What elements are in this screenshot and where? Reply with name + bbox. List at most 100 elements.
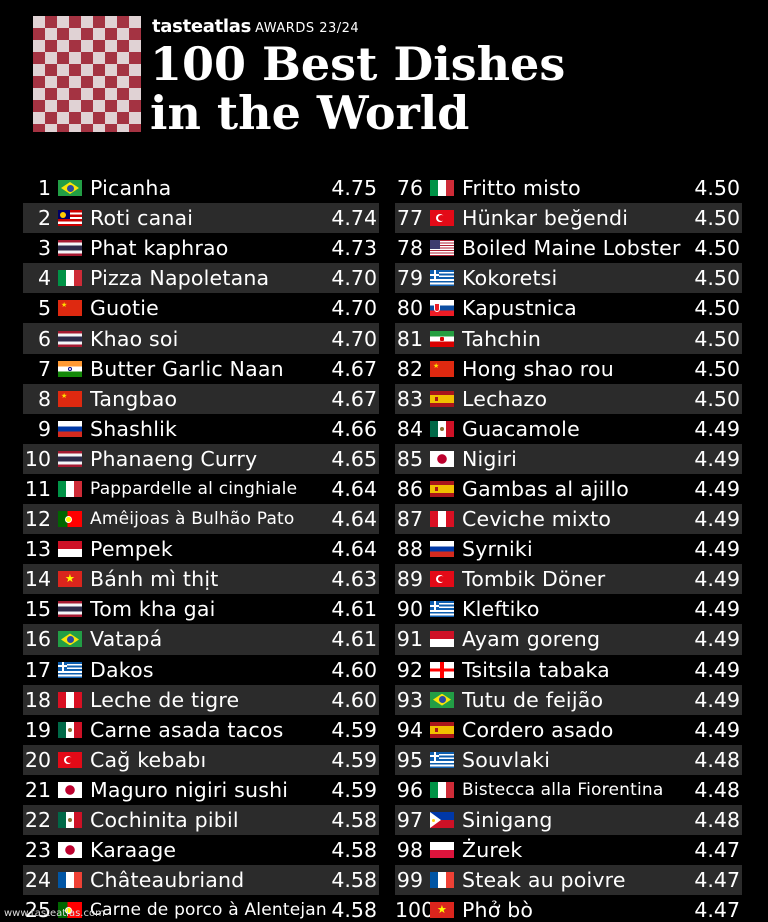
dish-rating: 4.49 [694, 507, 740, 532]
rank-number: 24 [24, 868, 51, 893]
dish-name: Tsitsila tabaka [462, 657, 610, 682]
dish-rating: 4.58 [331, 898, 377, 922]
rank-number: 94 [396, 717, 423, 742]
dish-name: Żurek [462, 838, 523, 863]
dish-name: Sinigang [462, 808, 553, 833]
rank-number: 82 [396, 356, 423, 381]
rank-number: 92 [396, 657, 423, 682]
dish-name: Cordero asado [462, 717, 614, 742]
dish-name: Maguro nigiri sushi [90, 777, 289, 802]
rank-number: 77 [396, 206, 423, 231]
rank-number: 16 [24, 627, 51, 652]
rank-number: 84 [396, 416, 423, 441]
dish-rating: 4.64 [331, 537, 377, 562]
ranking-row: 25 Carne de porco à Alentejana 4.58 [23, 895, 379, 922]
dish-rating: 4.66 [331, 416, 377, 441]
dish-rating: 4.75 [331, 176, 377, 201]
france-flag-icon [58, 872, 82, 889]
rank-number: 4 [37, 266, 51, 291]
dish-name: Syrniki [462, 537, 533, 562]
spain-flag-icon [430, 721, 454, 738]
dish-name: Pizza Napoletana [90, 266, 270, 291]
dish-name: Guotie [90, 296, 159, 321]
dish-name: Souvlaki [462, 747, 551, 772]
japan-flag-icon [58, 842, 82, 859]
rank-number: 2 [37, 206, 51, 231]
vietnam-flag-icon: ★ [430, 902, 454, 919]
dish-rating: 4.47 [694, 868, 740, 893]
dish-name: Steak au poivre [462, 868, 626, 893]
dish-rating: 4.49 [694, 657, 740, 682]
dish-rating: 4.60 [331, 687, 377, 712]
thailand-flag-icon [58, 240, 82, 257]
rank-number: 100 [395, 898, 435, 922]
ranking-row: 94 Cordero asado 4.49 [395, 715, 742, 745]
dish-rating: 4.59 [331, 717, 377, 742]
rank-number: 14 [24, 567, 51, 592]
dish-rating: 4.70 [331, 266, 377, 291]
rank-number: 20 [24, 747, 51, 772]
dish-name: Fritto misto [462, 176, 581, 201]
dish-name: Guacamole [462, 416, 580, 441]
japan-flag-icon [430, 450, 454, 467]
rank-number: 19 [24, 717, 51, 742]
ranking-row: 98 Żurek 4.47 [395, 835, 742, 865]
dish-name: Leche de tigre [90, 687, 240, 712]
ranking-row: 92 Tsitsila tabaka 4.49 [395, 655, 742, 685]
checkered-tablecloth-logo [33, 16, 141, 132]
dish-name: Cochinita pibil [90, 808, 239, 833]
dish-name: Nigiri [462, 446, 518, 471]
dish-rating: 4.50 [694, 326, 740, 351]
dish-name: Bánh mì thịt [90, 567, 219, 592]
vietnam-flag-icon: ★ [58, 571, 82, 588]
dish-name: Phat kaphrao [90, 236, 229, 261]
rank-number: 8 [37, 386, 51, 411]
rank-number: 91 [396, 627, 423, 652]
malaysia-flag-icon [58, 210, 82, 227]
dish-name: Ayam goreng [462, 627, 601, 652]
dish-rating: 4.49 [694, 476, 740, 501]
dish-name: Tutu de feijão [462, 687, 604, 712]
ranking-list-left: 1 Picanha 4.75 2 Roti canai 4.74 3 Phat kaphrao… [23, 173, 379, 922]
japan-flag-icon [58, 781, 82, 798]
rank-number: 25 [24, 898, 51, 922]
rank-number: 78 [396, 236, 423, 261]
france-flag-icon [430, 872, 454, 889]
rank-number: 15 [24, 597, 51, 622]
dish-name: Tahchin [462, 326, 542, 351]
rank-number: 21 [24, 777, 51, 802]
ranking-row: 84 Guacamole 4.49 [395, 414, 742, 444]
poland-flag-icon [430, 842, 454, 859]
rank-number: 85 [396, 446, 423, 471]
usa-flag-icon [430, 240, 454, 257]
rank-number: 83 [396, 386, 423, 411]
ranking-row: 5 ★ Guotie 4.70 [23, 293, 379, 323]
ranking-row: 16 Vatapá 4.61 [23, 624, 379, 655]
dish-rating: 4.50 [694, 386, 740, 411]
portugal-flag-icon [58, 902, 82, 919]
ranking-row: 80 Kapustnica 4.50 [395, 293, 742, 323]
greece-flag-icon [430, 601, 454, 618]
ranking-row: 13 Pempek 4.64 [23, 534, 379, 564]
rank-number: 23 [24, 838, 51, 863]
rank-number: 79 [396, 266, 423, 291]
rank-number: 18 [24, 687, 51, 712]
brazil-flag-icon [58, 180, 82, 197]
ranking-row: 20 Cağ kebabı 4.59 [23, 744, 379, 775]
dish-rating: 4.70 [331, 296, 377, 321]
brazil-flag-icon [58, 631, 82, 648]
greece-flag-icon [58, 661, 82, 678]
dish-rating: 4.50 [694, 206, 740, 231]
ranking-row: 88 Syrniki 4.49 [395, 534, 742, 564]
ranking-row: 77 Hünkar beğendi 4.50 [395, 203, 742, 234]
rank-number: 99 [396, 868, 423, 893]
dish-rating: 4.73 [331, 236, 377, 261]
russia-flag-icon [58, 420, 82, 437]
ranking-row: 3 Phat kaphrao 4.73 [23, 233, 379, 263]
dish-name: Gambas al ajillo [462, 476, 630, 501]
ranking-row: 14 ★ Bánh mì thịt 4.63 [23, 564, 379, 595]
rank-number: 10 [24, 446, 51, 471]
ranking-row: 91 Ayam goreng 4.49 [395, 624, 742, 655]
ranking-row: 85 Nigiri 4.49 [395, 443, 742, 474]
ranking-row: 4 Pizza Napoletana 4.70 [23, 263, 379, 294]
